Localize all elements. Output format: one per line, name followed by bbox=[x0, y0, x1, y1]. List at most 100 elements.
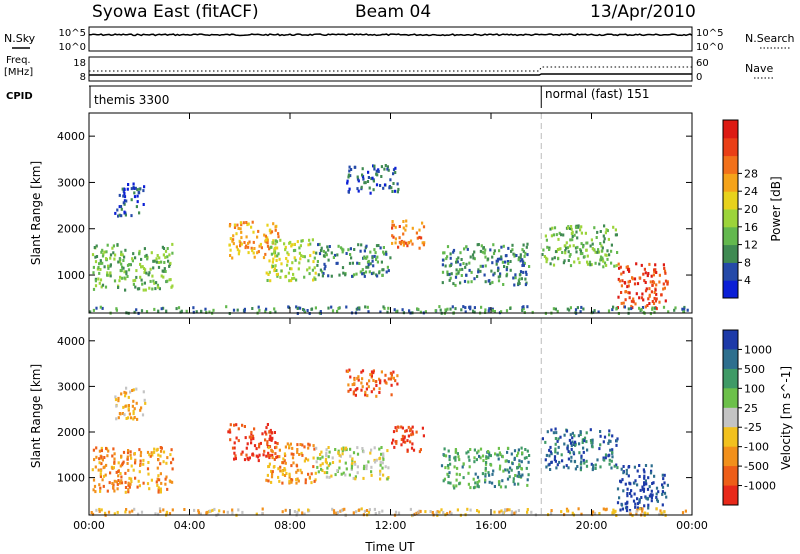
echo-cell bbox=[265, 426, 268, 430]
echo-cell bbox=[213, 507, 216, 511]
echo-cell bbox=[619, 265, 622, 269]
echo-cell bbox=[133, 452, 136, 455]
echo-cell bbox=[327, 446, 330, 449]
echo-cell bbox=[166, 487, 169, 491]
echo-cell bbox=[97, 277, 100, 281]
echo-cell bbox=[592, 510, 595, 514]
echo-cell bbox=[653, 296, 656, 300]
echo-cell bbox=[287, 253, 290, 257]
echo-cell bbox=[456, 508, 459, 512]
echo-cell bbox=[520, 467, 523, 470]
echo-cell bbox=[146, 450, 150, 454]
echo-cell bbox=[275, 259, 278, 262]
echo-cell bbox=[267, 465, 270, 469]
echo-cell bbox=[503, 265, 506, 268]
echo-cell bbox=[98, 281, 101, 285]
echo-cell bbox=[229, 248, 232, 252]
echo-cell bbox=[121, 412, 124, 415]
echo-cell bbox=[321, 274, 324, 278]
colorbar-cell bbox=[723, 262, 738, 281]
echo-cell bbox=[276, 442, 279, 445]
echo-cell bbox=[235, 436, 238, 440]
echo-cell bbox=[506, 260, 509, 263]
colorbar-cell bbox=[723, 368, 738, 389]
echo-cell bbox=[447, 475, 450, 478]
echo-cell bbox=[626, 265, 629, 269]
echo-cell bbox=[123, 255, 126, 259]
echo-cell bbox=[372, 379, 375, 382]
echo-cell bbox=[352, 392, 355, 396]
echo-cell bbox=[367, 263, 370, 267]
echo-cell bbox=[247, 241, 250, 245]
echo-cell bbox=[126, 457, 129, 461]
echo-cell bbox=[483, 251, 486, 255]
time-xlabel: Time UT bbox=[364, 540, 415, 554]
echo-cell bbox=[599, 255, 603, 259]
echo-cell bbox=[489, 454, 492, 458]
echo-cell bbox=[446, 273, 449, 277]
echo-cell bbox=[286, 263, 289, 267]
echo-cell bbox=[595, 236, 598, 239]
echo-cell bbox=[501, 511, 504, 515]
echo-cell bbox=[481, 250, 484, 254]
echo-cell bbox=[325, 461, 328, 465]
echo-cell bbox=[408, 429, 412, 433]
echo-cell bbox=[295, 481, 298, 485]
echo-cell bbox=[309, 242, 312, 246]
nsky-tick-top: 10^5 bbox=[59, 28, 86, 39]
echo-cell bbox=[160, 274, 163, 278]
echo-cell bbox=[468, 465, 471, 469]
echo-cell bbox=[139, 459, 142, 463]
echo-cell bbox=[381, 268, 384, 272]
echo-cell bbox=[602, 440, 605, 444]
echo-cell bbox=[311, 268, 314, 272]
echo-cell bbox=[589, 263, 592, 267]
echo-cell bbox=[504, 485, 507, 489]
echo-cell bbox=[636, 506, 639, 510]
echo-cell bbox=[313, 266, 316, 270]
echo-cell bbox=[270, 475, 274, 479]
echo-cell bbox=[620, 301, 623, 305]
echo-cell bbox=[109, 274, 112, 278]
echo-cell bbox=[448, 458, 451, 462]
echo-cell bbox=[284, 445, 287, 449]
echo-cell bbox=[667, 310, 670, 314]
echo-cell bbox=[114, 398, 118, 402]
echo-cell bbox=[304, 481, 307, 485]
echo-cell bbox=[233, 223, 236, 227]
colorbar-tick-label: 28 bbox=[744, 167, 758, 180]
echo-cell bbox=[562, 233, 565, 237]
echo-cell bbox=[159, 454, 162, 458]
echo-cell bbox=[300, 451, 303, 455]
echo-cell bbox=[510, 452, 513, 456]
echo-cell bbox=[648, 302, 651, 305]
echo-cell bbox=[266, 238, 269, 242]
echo-cell bbox=[378, 391, 381, 394]
echo-cell bbox=[454, 450, 457, 454]
echo-cell bbox=[144, 268, 147, 272]
echo-cell bbox=[642, 272, 645, 276]
echo-cell bbox=[624, 502, 627, 506]
x-tick-label: 00:00 bbox=[676, 519, 708, 532]
echo-cell bbox=[562, 465, 565, 469]
echo-cell bbox=[648, 262, 651, 266]
echo-cell bbox=[353, 460, 356, 464]
echo-cell bbox=[611, 455, 614, 459]
echo-cell bbox=[571, 238, 574, 242]
echo-cell bbox=[197, 511, 200, 515]
echo-cell bbox=[271, 260, 274, 264]
echo-cell bbox=[124, 490, 127, 494]
echo-cell bbox=[601, 249, 604, 253]
echo-cell bbox=[327, 455, 330, 459]
echo-cell bbox=[264, 252, 267, 256]
echo-cell bbox=[361, 385, 364, 389]
echo-cell bbox=[247, 222, 250, 226]
echo-cell bbox=[421, 221, 424, 225]
echo-cell bbox=[375, 244, 379, 248]
echo-cell bbox=[121, 187, 124, 191]
echo-cell bbox=[120, 481, 124, 485]
echo-cell bbox=[339, 246, 343, 250]
echo-cell bbox=[365, 467, 368, 471]
echo-cell bbox=[179, 310, 182, 314]
echo-cell bbox=[261, 512, 264, 515]
